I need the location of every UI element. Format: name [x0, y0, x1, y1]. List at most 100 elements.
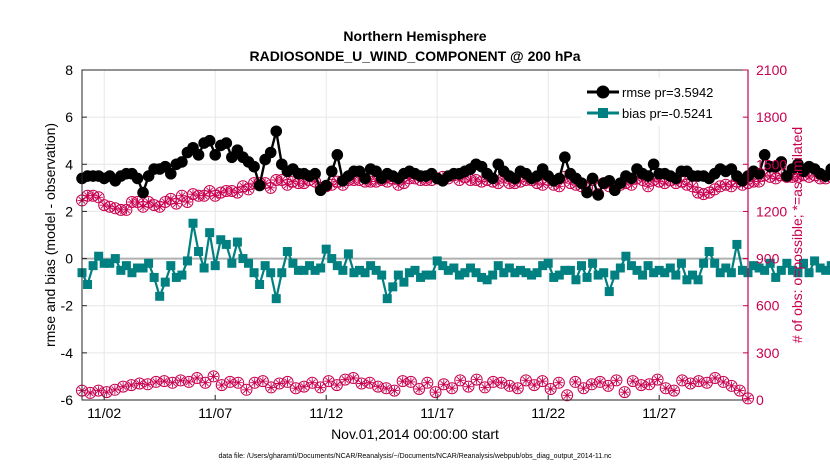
- y-axis-left: -6 -4 -2 0 2 4 6 8: [61, 62, 87, 408]
- bias-point: [244, 258, 253, 268]
- legend-bias-label: bias pr=-0.5241: [622, 106, 713, 121]
- obs-possible-point: [569, 375, 582, 388]
- obs-assimilated-point: [160, 197, 170, 207]
- bias-point: [732, 239, 742, 249]
- obs-assimilated-point: [126, 380, 136, 390]
- y-left-tick-label: 2: [65, 203, 73, 219]
- obs-assimilated-point: [480, 382, 490, 392]
- y-right-tick-label: 1200: [756, 203, 787, 219]
- obs-assimilated-point: [649, 175, 659, 185]
- bias-point: [538, 261, 548, 271]
- obs-assimilated-point: [133, 197, 142, 207]
- obs-assimilated-point: [110, 385, 120, 395]
- bias-series: [77, 218, 830, 304]
- obs-assimilated-point: [496, 378, 506, 388]
- bias-point: [438, 261, 448, 271]
- bias-point: [266, 268, 276, 278]
- obs-assimilated-point: [83, 191, 93, 201]
- obs-assimilated-point: [389, 386, 399, 396]
- bias-point: [527, 270, 537, 280]
- obs-possible-point: [125, 379, 138, 392]
- obs-possible-point: [330, 379, 343, 392]
- obs-assimilated-point: [324, 376, 334, 386]
- obs-assimilated-point: [579, 383, 589, 393]
- obs-assimilated-point: [171, 199, 181, 209]
- obs-assimilated-point: [694, 376, 704, 386]
- bias-point: [155, 291, 165, 301]
- obs-assimilated-point: [538, 180, 548, 190]
- obs-assimilated-point: [628, 376, 638, 386]
- obs-assimilated-point: [293, 178, 303, 188]
- bias-point: [793, 268, 803, 278]
- obs-possible-point: [396, 375, 409, 388]
- obs-possible-point: [413, 383, 426, 395]
- rmse-point: [220, 137, 233, 149]
- bias-point: [282, 247, 292, 256]
- rmse-point: [248, 160, 260, 173]
- bias-point: [255, 280, 265, 289]
- obs-assimilated-point: [727, 381, 737, 391]
- obs-assimilated-point: [644, 379, 654, 389]
- obs-assimilated-point: [138, 202, 148, 212]
- obs-assimilated-point: [225, 377, 235, 387]
- bias-point: [166, 261, 176, 271]
- rmse-point: [775, 156, 788, 168]
- bias-point: [277, 268, 287, 278]
- bias-point: [293, 265, 303, 275]
- obs-assimilated-point: [643, 181, 653, 191]
- obs-possible-point: [248, 376, 261, 389]
- rmse-point: [137, 186, 149, 199]
- obs-assimilated-point: [676, 177, 686, 187]
- bias-point: [310, 265, 320, 275]
- bias-point: [604, 287, 614, 297]
- bias-point: [515, 265, 525, 275]
- obs-assimilated-point: [477, 177, 487, 187]
- obs-assimilated-point: [307, 378, 317, 388]
- y-right-tick-label: 900: [756, 251, 780, 267]
- obs-possible-point: [347, 372, 360, 384]
- obs-assimilated-point: [565, 178, 575, 188]
- obs-possible-point: [528, 379, 541, 392]
- obs-assimilated-point: [660, 178, 670, 188]
- obs-assimilated-point: [710, 373, 720, 383]
- obs-assimilated-point: [349, 175, 359, 185]
- data-file-footnote: data file: /Users/gharamti/Documents/NCA…: [218, 453, 612, 460]
- obs-assimilated-point: [249, 178, 259, 188]
- obs-assimilated-point: [310, 177, 320, 187]
- obs-assimilated-point: [340, 375, 350, 385]
- bias-point: [799, 258, 808, 268]
- obs-possible-point: [577, 382, 590, 395]
- obs-assimilated-point: [754, 177, 764, 187]
- bias-point: [421, 270, 431, 280]
- obs-assimilated-point: [210, 191, 220, 201]
- bias-point: [238, 254, 248, 264]
- y-left-tick-label: -4: [61, 345, 74, 361]
- x-tick-label: 11/02: [87, 405, 121, 421]
- bias-point: [565, 265, 575, 275]
- bias-point: [577, 261, 586, 271]
- obs-assimilated-point: [749, 177, 759, 187]
- legend: rmse pr=3.5942 bias pr=-0.5241: [581, 78, 742, 126]
- obs-assimilated-point: [661, 383, 671, 393]
- obs-assimilated-point: [127, 197, 137, 207]
- bias-point: [776, 265, 786, 275]
- obs-assimilated-point: [669, 386, 679, 396]
- obs-possible-point: [133, 377, 146, 390]
- obs-assimilated-point: [184, 377, 194, 387]
- obs-assimilated-point: [135, 379, 145, 388]
- obs-possible-point: [207, 370, 220, 383]
- bias-point: [488, 270, 498, 280]
- obs-assimilated-point: [521, 375, 531, 385]
- obs-possible-point: [544, 383, 557, 395]
- bias-point: [388, 282, 398, 292]
- obs-assimilated-point: [176, 375, 186, 385]
- obs-assimilated-point: [233, 378, 243, 388]
- obs-assimilated-point: [373, 382, 383, 392]
- rmse-point: [647, 158, 660, 171]
- bias-point: [449, 263, 459, 273]
- rmse-point: [486, 172, 499, 185]
- y-right-tick-label: 600: [756, 298, 780, 314]
- bias-point: [260, 261, 270, 271]
- bias-point: [493, 261, 503, 271]
- obs-assimilated-point: [371, 177, 381, 187]
